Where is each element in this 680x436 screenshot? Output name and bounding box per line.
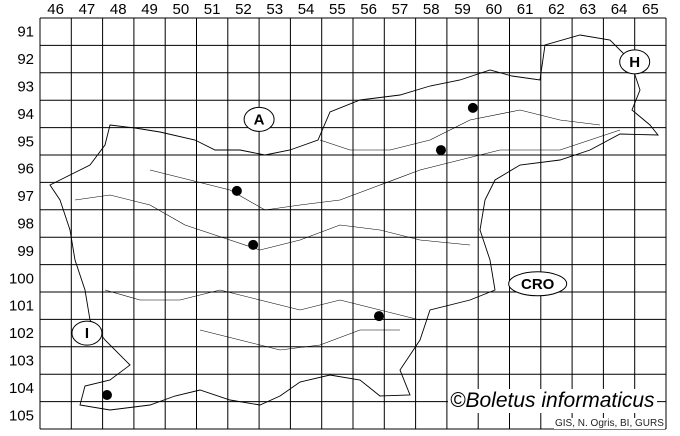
- column-label: 49: [141, 1, 158, 18]
- grid: [39, 17, 667, 430]
- column-label: 65: [642, 1, 659, 18]
- country-label-ellipse: [243, 106, 275, 132]
- column-label: 56: [360, 1, 377, 18]
- row-label: 99: [17, 243, 34, 260]
- row-label: 93: [17, 79, 34, 96]
- column-labels: 46 47 48 49 50 51 52 53 54 55 56 57 58 59 60 61 62 63 64 65: [47, 1, 658, 18]
- column-label: 46: [47, 1, 64, 18]
- row-label: 97: [17, 188, 34, 205]
- credits-text: GIS, N. Ogris, BI, GURS: [554, 418, 665, 429]
- column-label: 47: [79, 1, 96, 18]
- column-label: 59: [454, 1, 471, 18]
- row-labels: 91 92 93 94 95 96 97 98 99 100 101 102 103 104 105: [9, 24, 34, 425]
- river: [319, 109, 601, 151]
- row-label: 92: [17, 51, 34, 68]
- country-label: CRO: [521, 276, 555, 293]
- row-label: 105: [9, 407, 34, 424]
- column-label: 52: [235, 1, 252, 18]
- column-label: 58: [423, 1, 440, 18]
- occurrence-point: [373, 311, 384, 322]
- row-label: 94: [17, 106, 34, 123]
- column-label: 57: [392, 1, 409, 18]
- row-label: 91: [17, 24, 34, 41]
- slovenia-border: [49, 34, 659, 411]
- occurrence-point: [101, 390, 112, 401]
- column-label: 64: [611, 1, 628, 18]
- row-label: 96: [17, 161, 34, 178]
- column-label: 50: [173, 1, 190, 18]
- row-label: 101: [9, 298, 34, 315]
- row-label: 104: [9, 380, 34, 397]
- row-label: 100: [9, 270, 34, 287]
- copyright-text: ©Boletus informaticus: [448, 389, 657, 413]
- row-label: 102: [9, 325, 34, 342]
- occurrence-point: [467, 102, 478, 113]
- column-label: 63: [579, 1, 596, 18]
- occurrence-point: [248, 239, 259, 250]
- occurrence-points: [101, 102, 478, 401]
- column-label: 54: [298, 1, 315, 18]
- column-label: 61: [517, 1, 534, 18]
- country-border: [49, 34, 659, 411]
- column-label: 48: [110, 1, 127, 18]
- river: [199, 329, 400, 351]
- column-label: 62: [548, 1, 565, 18]
- river: [104, 289, 421, 321]
- country-label: H: [629, 54, 640, 71]
- row-label: 95: [17, 133, 34, 150]
- rivers: [74, 109, 621, 351]
- occurrence-point: [435, 145, 446, 156]
- column-label: 53: [266, 1, 283, 18]
- column-label: 60: [486, 1, 503, 18]
- column-label: 51: [204, 1, 221, 18]
- river: [149, 129, 621, 211]
- country-label-ellipse: [508, 271, 568, 297]
- country-label: I: [85, 325, 89, 342]
- row-label: 103: [9, 353, 34, 370]
- country-label-ellipse: [619, 49, 651, 75]
- country-label-ellipse: [71, 320, 103, 346]
- row-label: 98: [17, 216, 34, 233]
- occurrence-point: [231, 185, 242, 196]
- country-labels: A H CRO I: [71, 49, 651, 346]
- river: [74, 194, 471, 251]
- country-label: A: [254, 111, 265, 128]
- column-label: 55: [329, 1, 346, 18]
